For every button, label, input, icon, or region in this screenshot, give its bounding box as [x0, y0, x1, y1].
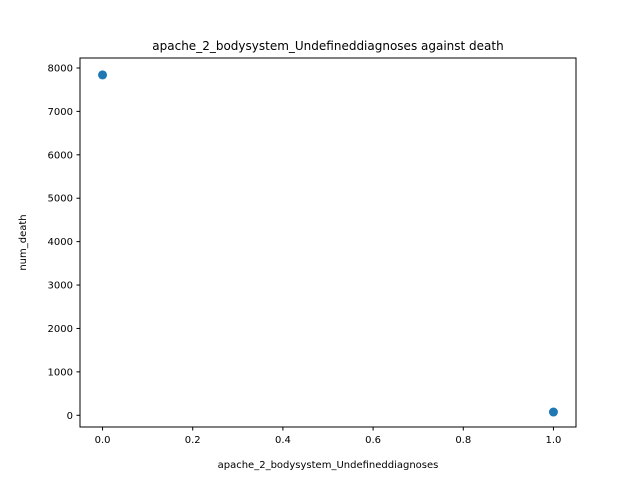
x-axis-label: apache_2_bodysystem_Undefineddiagnoses [218, 460, 439, 471]
x-axis: 0.0 0.2 0.4 0.6 0.8 1.0 [95, 427, 562, 446]
y-axis: 0 1000 2000 3000 4000 5000 6000 7000 8000 [48, 63, 80, 422]
y-tick-label: 8000 [48, 63, 73, 74]
plot-area-frame [79, 57, 577, 428]
x-tick-label: 0.2 [185, 435, 201, 446]
y-tick-label: 7000 [48, 107, 73, 118]
data-point [548, 407, 558, 417]
x-tick-label: 0.8 [455, 435, 471, 446]
y-tick-label: 1000 [48, 367, 73, 378]
x-tick-label: 0.4 [275, 435, 291, 446]
y-axis-label: num_death [18, 214, 29, 270]
x-tick-label: 0.6 [365, 435, 381, 446]
data-point [98, 70, 108, 80]
y-tick-label: 3000 [48, 281, 73, 292]
y-tick-label: 2000 [48, 324, 73, 335]
y-tick-label: 6000 [48, 150, 73, 161]
y-tick-label: 0 [67, 411, 73, 422]
y-tick-label: 4000 [48, 237, 73, 248]
y-tick-label: 5000 [48, 194, 73, 205]
data-points [98, 70, 558, 417]
x-tick-label: 1.0 [546, 435, 562, 446]
chart-title: apache_2_bodysystem_Undefineddiagnoses a… [152, 39, 503, 53]
x-tick-label: 0.0 [95, 435, 111, 446]
